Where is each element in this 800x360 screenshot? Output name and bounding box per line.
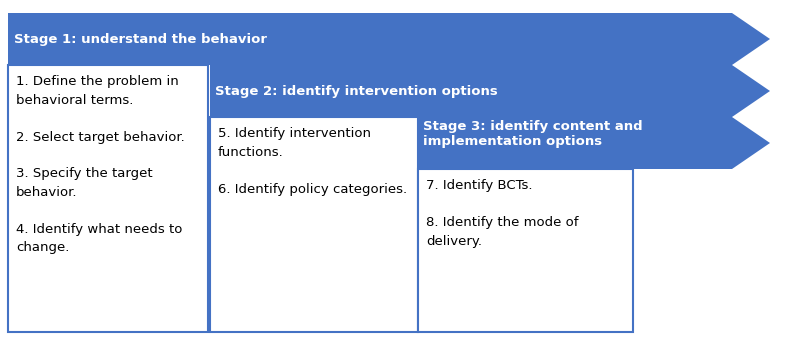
Text: 5. Identify intervention
functions.

6. Identify policy categories.: 5. Identify intervention functions. 6. I… — [218, 127, 407, 195]
FancyBboxPatch shape — [8, 65, 208, 332]
FancyBboxPatch shape — [210, 117, 418, 332]
Polygon shape — [418, 117, 770, 169]
Text: Stage 2: identify intervention options: Stage 2: identify intervention options — [215, 85, 498, 98]
Text: Stage 1: understand the behavior: Stage 1: understand the behavior — [14, 32, 267, 45]
Text: 7. Identify BCTs.

8. Identify the mode of
delivery.: 7. Identify BCTs. 8. Identify the mode o… — [426, 179, 578, 248]
Polygon shape — [210, 65, 770, 117]
Polygon shape — [8, 13, 770, 65]
Text: Stage 3: identify content and
implementation options: Stage 3: identify content and implementa… — [423, 120, 642, 148]
FancyBboxPatch shape — [418, 169, 633, 332]
Text: 1. Define the problem in
behavioral terms.

2. Select target behavior.

3. Speci: 1. Define the problem in behavioral term… — [16, 75, 185, 255]
